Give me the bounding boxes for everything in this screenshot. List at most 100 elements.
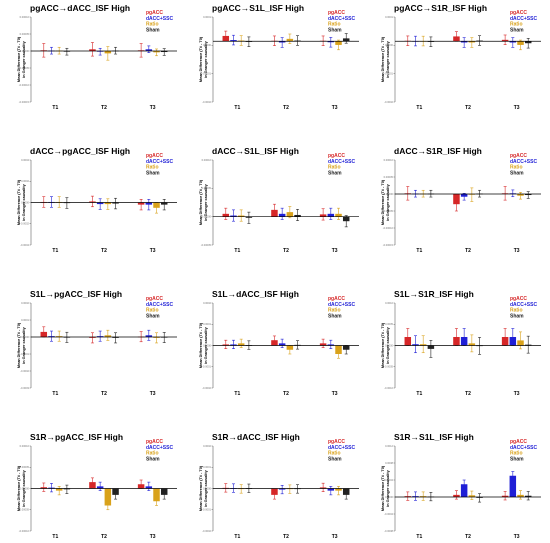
y-tick-label: -0.0005 [384, 365, 393, 369]
y-tick-label: 0.0001 [203, 465, 211, 469]
y-tick-label: 0.0001 [203, 322, 211, 326]
y-tick-label: -0.0002 [384, 100, 393, 104]
y-tick-label: 0.0002 [21, 179, 29, 183]
y-tick-label: -0.00005 [201, 243, 212, 247]
y-tick-label: -0.00010 [19, 529, 30, 533]
legend-pgacc: pgACC [146, 296, 163, 302]
legend-pgacc: pgACC [328, 10, 345, 16]
y-axis-label: in Granger causality [386, 183, 390, 220]
x-tick-label: T2 [101, 391, 107, 397]
y-axis-label: in Granger causality [204, 469, 208, 506]
y-tick-label: 0.0005 [385, 322, 393, 326]
y-tick-label: 0.0000 [203, 343, 211, 347]
y-tick-label: 0.0012 [385, 444, 393, 448]
y-axis-label: in Granger causality [22, 469, 26, 506]
y-axis-label: Mean Difference (T# - T0) [381, 179, 385, 225]
legend-pgacc: pgACC [328, 296, 345, 302]
legend-sham: Sham [146, 27, 160, 33]
x-tick-label: T1 [416, 534, 422, 540]
legend-ratio: Ratio [328, 165, 341, 171]
y-axis-label: Mean Difference (T# - T0) [381, 322, 385, 368]
y-tick-label: 0.0004 [21, 158, 29, 162]
y-tick-label: 0.0001 [21, 318, 29, 322]
x-tick-label: T3 [514, 391, 520, 397]
x-tick-label: T2 [283, 105, 289, 111]
y-tick-label: -0.00010 [383, 226, 394, 230]
y-tick-label: 0.0000 [21, 200, 29, 204]
x-tick-label: T3 [150, 534, 156, 540]
y-axis-label: in Granger causality [386, 469, 390, 506]
panel-title: pgACC→dACC_ISF High [30, 3, 130, 13]
legend-sham: Sham [328, 456, 342, 462]
legend-ratio: Ratio [510, 165, 523, 171]
legend-sham: Sham [510, 170, 524, 176]
legend-ratio: Ratio [146, 22, 159, 28]
x-tick-label: T1 [416, 248, 422, 254]
y-axis-label: in Granger causality [204, 40, 208, 77]
y-tick-label: 0.0002 [203, 444, 211, 448]
x-tick-label: T3 [150, 105, 156, 111]
y-tick-label: 0.00000 [202, 215, 212, 219]
legend-daccssc: dACC+SSC [328, 445, 355, 451]
legend-daccssc: dACC+SSC [146, 445, 173, 451]
legend-sham: Sham [328, 313, 342, 319]
legend-daccssc: dACC+SSC [510, 302, 537, 308]
panel-title: S1L→pgACC_ISF High [30, 289, 122, 299]
x-tick-label: T1 [234, 248, 240, 254]
y-axis-label: Mean Difference (T# - T0) [17, 322, 21, 368]
y-tick-label: 0.0000 [385, 43, 393, 47]
legend-daccssc: dACC+SSC [328, 159, 355, 165]
y-tick-label: 0.0000 [21, 335, 29, 339]
x-tick-label: T1 [52, 534, 58, 540]
y-tick-label: -0.0004 [384, 512, 393, 516]
y-tick-label: 0.00010 [384, 158, 394, 162]
y-axis-label: in Granger causality [22, 326, 26, 363]
panel-title: pgACC→S1R_ISF High [394, 3, 487, 13]
legend-daccssc: dACC+SSC [146, 302, 173, 308]
panel-title: S1R→S1L_ISF High [394, 432, 474, 442]
legend-pgacc: pgACC [510, 10, 527, 16]
x-tick-label: T1 [52, 391, 58, 397]
legend-pgacc: pgACC [510, 153, 527, 159]
legend-ratio: Ratio [146, 308, 159, 314]
x-tick-label: T1 [416, 105, 422, 111]
x-tick-label: T2 [283, 534, 289, 540]
y-axis-label: Mean Difference (T# - T0) [17, 179, 21, 225]
x-tick-label: T2 [101, 105, 107, 111]
y-axis-label: in Granger causality [204, 326, 208, 363]
panel-title: S1R→pgACC_ISF High [30, 432, 123, 442]
panel-title: S1L→S1R_ISF High [394, 289, 474, 299]
y-axis-label: in Granger causality [386, 40, 390, 77]
y-axis-label: Mean Difference (T# - T0) [17, 36, 21, 82]
x-tick-label: T3 [150, 391, 156, 397]
y-tick-label: 0.0002 [21, 301, 29, 305]
y-tick-label: -0.0002 [202, 386, 211, 390]
legend-sham: Sham [146, 313, 160, 319]
y-tick-label: 0.00005 [20, 465, 30, 469]
y-tick-label: -0.00005 [383, 209, 394, 213]
legend-sham: Sham [510, 313, 524, 319]
y-tick-label: 0.0001 [385, 15, 393, 19]
y-tick-label: 0.0002 [203, 301, 211, 305]
legend-pgacc: pgACC [146, 439, 163, 445]
y-axis-label: Mean Difference (T# - T0) [199, 322, 203, 368]
x-tick-label: T2 [101, 248, 107, 254]
panel-title: pgACC→S1L_ISF High [212, 3, 304, 13]
x-tick-label: T3 [332, 391, 338, 397]
y-tick-label: -0.00005 [19, 508, 30, 512]
y-axis-label: Mean Difference (T# - T0) [17, 465, 21, 511]
x-tick-label: T3 [514, 248, 520, 254]
y-tick-label: 0.00005 [20, 32, 30, 36]
bar-ratio [153, 488, 160, 502]
y-axis-label: Mean Difference (T# - T0) [381, 465, 385, 511]
y-tick-label: 0.00000 [20, 486, 30, 490]
y-tick-label: 0.00005 [202, 186, 212, 190]
legend-ratio: Ratio [510, 308, 523, 314]
y-tick-label: -0.0002 [20, 369, 29, 373]
